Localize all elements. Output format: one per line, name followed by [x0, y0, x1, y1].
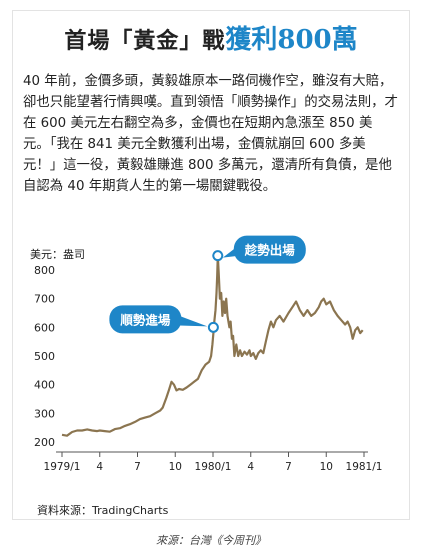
- x-tick-label: 10: [320, 461, 333, 473]
- y-tick-label: 300: [34, 407, 55, 420]
- x-tick-label: 4: [96, 461, 103, 473]
- callout-label: 順勢進場: [119, 312, 171, 327]
- y-tick-label: 700: [34, 293, 55, 306]
- callout-2: 趁勢出場: [222, 235, 306, 264]
- callout-label: 趁勢出場: [244, 243, 296, 258]
- y-axis-label: 美元：盎司: [30, 247, 85, 261]
- callout-bubble: [109, 305, 182, 334]
- x-tick-label: 1981/1: [346, 461, 383, 473]
- annotation-marker: [212, 250, 224, 262]
- x-tick-label: 4: [247, 461, 254, 473]
- callout-1: 順勢進場: [109, 305, 208, 334]
- title-part1: 首場「黃金」戰: [64, 28, 226, 54]
- y-tick-label: 500: [34, 350, 55, 363]
- infographic-card: 首場「黃金」戰獲利800萬 40 年前，金價多頭，黃毅雄原本一路伺機作空，雖沒有…: [12, 10, 410, 520]
- callout-tail: [175, 314, 208, 327]
- callout-tail: [222, 244, 240, 258]
- gold-price-line: [61, 254, 364, 437]
- x-tick-label: 7: [285, 461, 292, 473]
- x-tick-label: 10: [169, 461, 182, 473]
- x-tick-label: 1980/1: [195, 461, 232, 473]
- title-part2: 獲利800萬: [225, 25, 358, 55]
- title: 首場「黃金」戰獲利800萬: [13, 19, 409, 56]
- callout-bubble: [233, 235, 306, 264]
- source-caption: 來源：台灣《今周刊》: [156, 534, 266, 547]
- annotation-marker: [207, 321, 219, 333]
- y-tick-label: 600: [34, 321, 55, 334]
- y-tick-label: 200: [34, 436, 55, 449]
- body-text: 40 年前，金價多頭，黃毅雄原本一路伺機作空，雖沒有大賠，卻也只能望著行情興嘆。…: [23, 74, 398, 194]
- x-tick-label: 1979/1: [44, 461, 81, 473]
- y-tick-label: 800: [34, 264, 55, 277]
- source-label: 資料來源：TradingCharts: [37, 504, 169, 517]
- x-tick-label: 7: [134, 461, 141, 473]
- y-tick-label: 400: [34, 379, 55, 392]
